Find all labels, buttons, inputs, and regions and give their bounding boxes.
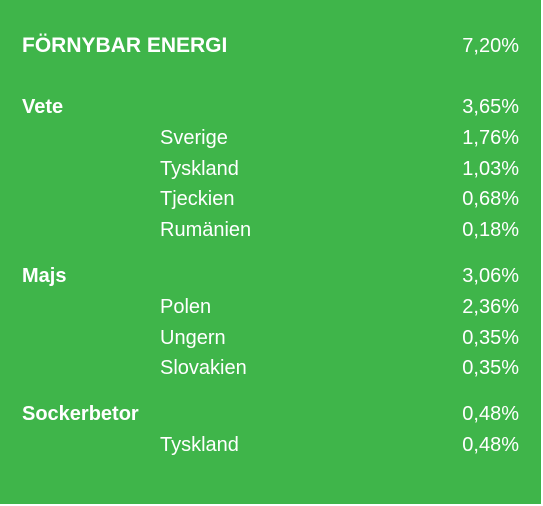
group-label: Majs [22,265,67,287]
item-row: Slovakien 0,35% [0,355,541,381]
item-row: Polen 2,36% [0,294,541,320]
item-value: 0,35% [462,327,519,349]
item-row: Rumänien 0,18% [0,217,541,243]
item-value: 2,36% [462,296,519,318]
item-value: 0,35% [462,357,519,379]
item-label: Rumänien [160,219,252,241]
item-value: 0,48% [462,434,519,456]
item-row: Tyskland 1,03% [0,156,541,182]
item-row: Tyskland 0,48% [0,432,541,458]
item-label: Polen [160,296,212,318]
group-value: 3,06% [462,265,519,287]
group-row-vete: Vete 3,65% [0,94,541,120]
item-label: Ungern [160,327,226,349]
item-row: Sverige 1,76% [0,125,541,151]
item-label: Tyskland [160,434,239,456]
item-value: 0,68% [462,188,519,210]
item-label: Tjeckien [160,188,235,210]
item-row: Tjeckien 0,68% [0,186,541,212]
item-value: 1,03% [462,158,519,180]
title-value: 7,20% [462,35,519,57]
item-value: 1,76% [462,127,519,149]
item-label: Tyskland [160,158,239,180]
title-label: FÖRNYBAR ENERGI [22,34,228,57]
item-label: Sverige [160,127,228,149]
group-label: Sockerbetor [22,403,139,425]
group-label: Vete [22,96,64,118]
title-row: FÖRNYBAR ENERGI 7,20% [0,33,541,59]
group-row-majs: Majs 3,06% [0,263,541,289]
group-row-sockerbetor: Sockerbetor 0,48% [0,401,541,427]
item-label: Slovakien [160,357,247,379]
item-value: 0,18% [462,219,519,241]
item-row: Ungern 0,35% [0,325,541,351]
group-value: 3,65% [462,96,519,118]
group-value: 0,48% [462,403,519,425]
